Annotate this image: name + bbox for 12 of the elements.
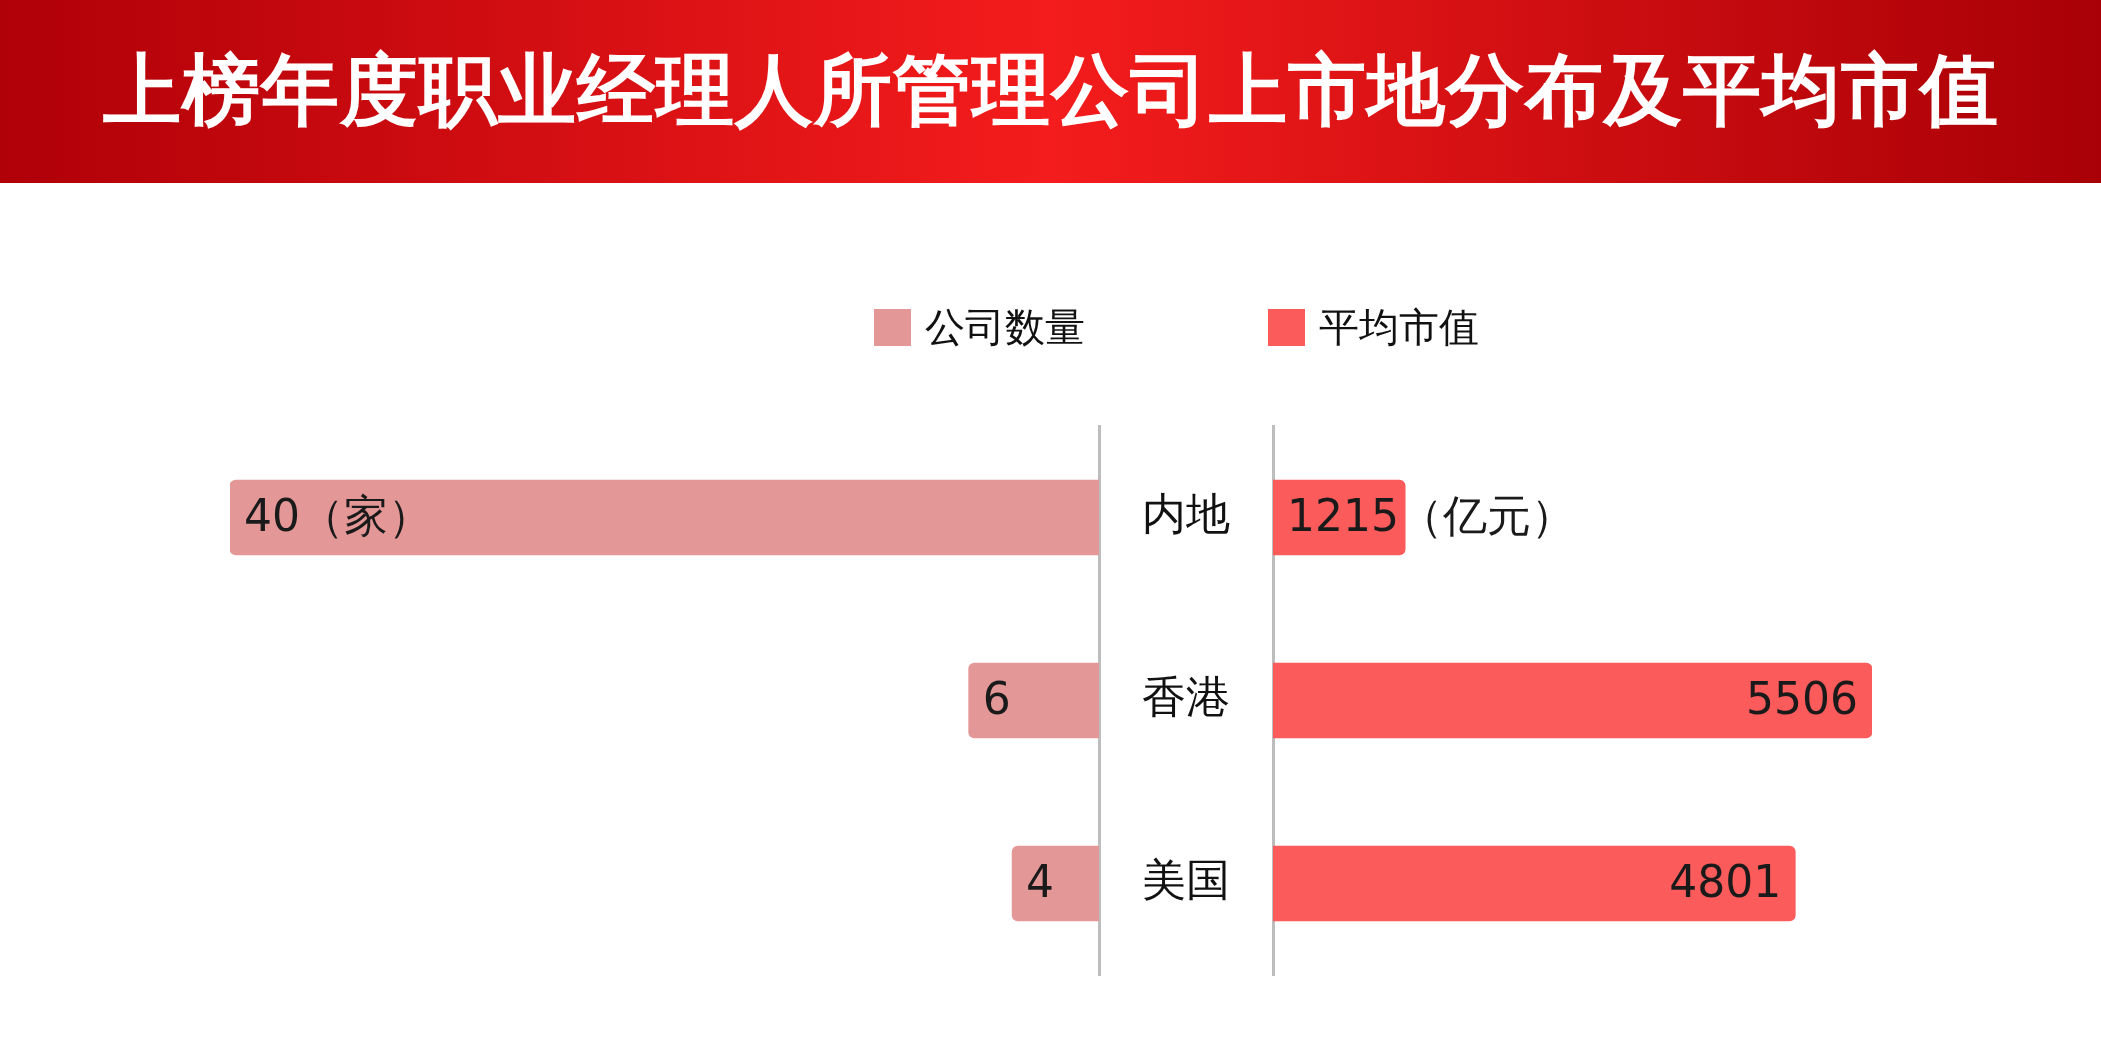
data-label: 4 bbox=[1026, 855, 1055, 907]
data-label: 6 bbox=[982, 672, 1011, 724]
y-tick-label: 美国 bbox=[1142, 853, 1230, 905]
data-label: 40（家） bbox=[244, 489, 432, 541]
data-label: 1215（亿元） bbox=[1287, 489, 1575, 541]
legend-label: 公司数量 bbox=[925, 303, 1085, 352]
y-tick-label: 香港 bbox=[1142, 670, 1230, 722]
legend-label: 平均市值 bbox=[1319, 303, 1479, 352]
chart-title: 上榜年度职业经理人所管理公司上市地分布及平均市值 bbox=[0, 0, 2101, 183]
y-tick-label: 内地 bbox=[1142, 487, 1230, 539]
data-label: 5506 bbox=[1746, 672, 1858, 724]
data-label: 4801 bbox=[1669, 855, 1782, 907]
